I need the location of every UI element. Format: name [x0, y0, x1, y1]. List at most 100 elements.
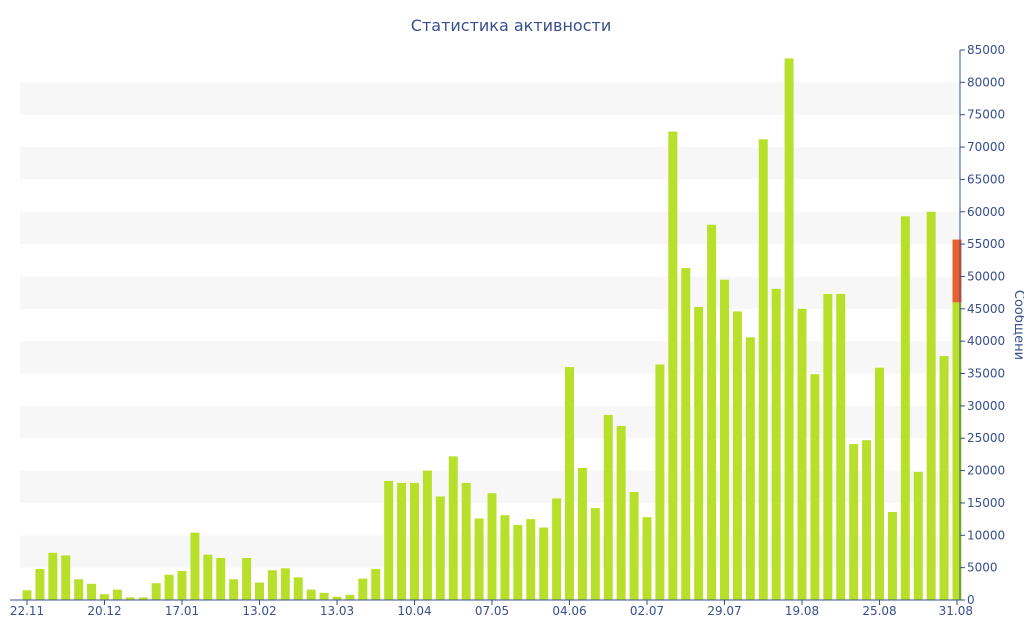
bar — [758, 139, 768, 600]
bar — [164, 574, 174, 600]
bar — [138, 597, 148, 600]
y-tick-label: 30000 — [967, 399, 1005, 413]
bar — [267, 570, 277, 600]
bar — [668, 131, 678, 600]
bar — [280, 568, 290, 600]
bar — [577, 468, 587, 600]
y-tick-label: 5000 — [967, 561, 998, 575]
grid-band — [20, 341, 960, 374]
bar — [732, 311, 742, 600]
bar — [422, 470, 432, 600]
y-tick-label: 20000 — [967, 464, 1005, 478]
bar — [384, 480, 394, 600]
y-tick-label: 40000 — [967, 334, 1005, 348]
x-tick-label: 13.02 — [242, 604, 276, 618]
y-axis: 0 5000 10000 15000 20000 25000 30000 35000 40000… — [959, 43, 1005, 607]
bar — [461, 482, 471, 600]
bar — [151, 583, 161, 600]
y-tick-label: 80000 — [967, 75, 1005, 89]
bar — [255, 582, 264, 600]
bar — [784, 58, 794, 601]
grid-band — [20, 82, 960, 115]
bar — [642, 517, 652, 600]
bar — [448, 456, 458, 600]
y-tick-label: 50000 — [967, 269, 1005, 283]
x-tick-label: 20.12 — [87, 604, 121, 618]
bar — [707, 224, 717, 601]
bar — [771, 288, 781, 600]
bar — [397, 482, 407, 600]
y-tick-label: 0 — [967, 593, 975, 607]
bar-highlight — [952, 239, 962, 303]
bar — [229, 579, 239, 600]
bar — [603, 414, 613, 600]
x-tick-label: 31.08 — [939, 604, 973, 618]
bar — [694, 306, 704, 600]
x-tick-label: 22.11 — [10, 604, 44, 618]
bar — [849, 444, 859, 600]
grid-band — [20, 147, 960, 180]
x-tick-label: 07.05 — [475, 604, 509, 618]
bar — [887, 512, 897, 600]
bar — [952, 302, 962, 600]
bar — [939, 356, 949, 600]
bar — [345, 594, 355, 600]
bar — [100, 594, 109, 600]
y-tick-label: 85000 — [967, 43, 1005, 57]
y-tick-label: 10000 — [967, 528, 1005, 542]
y-tick-label: 45000 — [967, 302, 1005, 316]
x-axis: 22.11 20.12 17.01 13.02 13.03 10.04 07.05 04.06… — [10, 599, 973, 618]
bar — [371, 568, 381, 600]
bar — [332, 596, 342, 600]
bar — [681, 268, 691, 600]
bar — [590, 508, 600, 600]
bar — [319, 592, 329, 600]
y-tick-label: 25000 — [967, 431, 1005, 445]
x-tick-label: 17.01 — [165, 604, 199, 618]
x-tick-label: 13.03 — [320, 604, 354, 618]
bar — [306, 589, 316, 600]
bar — [474, 518, 484, 600]
bar — [900, 216, 910, 600]
x-tick-label: 10.04 — [397, 604, 431, 618]
bar — [745, 337, 755, 600]
grid-band — [20, 211, 960, 245]
bar — [913, 471, 923, 600]
grid-band — [20, 276, 960, 309]
bar — [616, 425, 626, 600]
bar — [435, 496, 445, 600]
y-axis-label: Сообщени — [1011, 290, 1024, 360]
bar — [203, 554, 213, 600]
bar — [177, 570, 187, 600]
bar — [112, 589, 122, 600]
bar — [293, 577, 303, 600]
bar — [823, 293, 833, 600]
x-tick-label: 02.07 — [630, 604, 664, 618]
bar — [836, 293, 846, 600]
y-tick-label: 35000 — [967, 367, 1005, 381]
x-tick-label: 19.08 — [785, 604, 819, 618]
x-tick-label: 25.08 — [862, 604, 896, 618]
bar — [629, 491, 639, 600]
bar — [190, 532, 200, 600]
bar — [35, 568, 45, 600]
bar — [487, 493, 497, 600]
y-tick-label: 60000 — [967, 205, 1005, 219]
y-tick-label: 65000 — [967, 172, 1005, 186]
bar — [500, 515, 510, 600]
x-tick-label: 04.06 — [552, 604, 586, 618]
y-tick-label: 55000 — [967, 237, 1005, 251]
bar — [862, 440, 872, 600]
bar — [797, 308, 807, 600]
y-tick-label: 15000 — [967, 496, 1005, 510]
bar — [810, 374, 820, 600]
bar — [87, 583, 97, 600]
bar — [242, 557, 252, 600]
bar — [926, 211, 936, 600]
bar — [74, 579, 84, 600]
y-tick-label: 70000 — [967, 140, 1005, 154]
bar — [526, 519, 536, 600]
bar — [513, 524, 523, 600]
bar — [410, 482, 419, 600]
